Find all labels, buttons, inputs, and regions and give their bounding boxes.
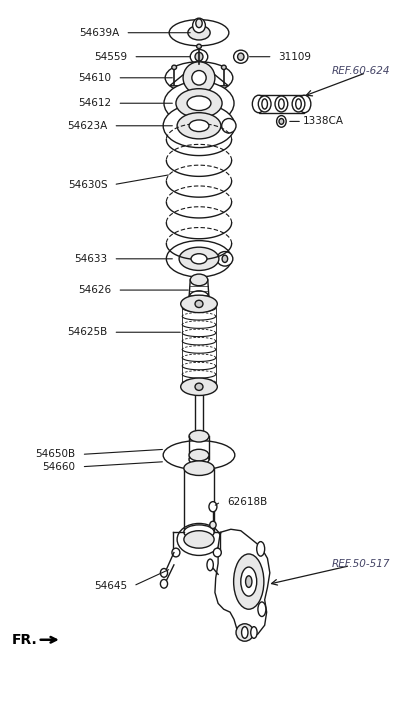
Ellipse shape — [184, 525, 214, 539]
Ellipse shape — [252, 95, 265, 113]
Ellipse shape — [222, 119, 236, 133]
Ellipse shape — [184, 531, 214, 548]
Text: 54645: 54645 — [94, 581, 127, 591]
Polygon shape — [259, 95, 304, 113]
Ellipse shape — [189, 454, 209, 465]
Text: 1338CA: 1338CA — [303, 116, 344, 126]
Ellipse shape — [213, 548, 221, 557]
Ellipse shape — [217, 252, 233, 266]
Circle shape — [234, 554, 264, 609]
Circle shape — [241, 567, 257, 596]
Text: 54625B: 54625B — [67, 327, 107, 337]
Circle shape — [257, 542, 265, 556]
Ellipse shape — [164, 81, 234, 125]
Ellipse shape — [184, 461, 214, 475]
Polygon shape — [195, 391, 203, 436]
Ellipse shape — [163, 441, 235, 470]
Ellipse shape — [189, 291, 209, 304]
Circle shape — [258, 602, 266, 616]
Ellipse shape — [277, 116, 286, 127]
Text: 54610: 54610 — [78, 73, 111, 83]
Ellipse shape — [189, 449, 209, 461]
Text: 54559: 54559 — [94, 52, 127, 62]
Ellipse shape — [177, 523, 221, 555]
Ellipse shape — [187, 96, 211, 111]
Ellipse shape — [234, 50, 248, 63]
Ellipse shape — [292, 96, 305, 112]
Circle shape — [207, 559, 213, 571]
Ellipse shape — [188, 25, 210, 40]
Text: REF.60-624: REF.60-624 — [332, 65, 390, 76]
Ellipse shape — [193, 18, 205, 33]
Ellipse shape — [166, 241, 232, 277]
Ellipse shape — [176, 89, 222, 118]
Circle shape — [246, 576, 252, 587]
Ellipse shape — [196, 19, 202, 28]
Ellipse shape — [279, 119, 284, 124]
Text: 62618B: 62618B — [227, 497, 267, 507]
Ellipse shape — [190, 274, 208, 286]
Polygon shape — [189, 436, 209, 459]
Text: 31109: 31109 — [279, 52, 312, 62]
Circle shape — [242, 627, 248, 638]
Text: 54626: 54626 — [78, 285, 111, 295]
Text: 54623A: 54623A — [67, 121, 107, 131]
Ellipse shape — [190, 49, 208, 64]
Polygon shape — [184, 468, 214, 532]
Text: 54630S: 54630S — [68, 180, 107, 190]
Ellipse shape — [160, 579, 168, 588]
Text: 54639A: 54639A — [79, 28, 119, 38]
Ellipse shape — [183, 62, 215, 94]
Ellipse shape — [163, 104, 235, 148]
Ellipse shape — [275, 96, 288, 112]
Ellipse shape — [169, 20, 229, 46]
Ellipse shape — [222, 255, 228, 262]
Text: 54660: 54660 — [43, 462, 76, 472]
Polygon shape — [215, 529, 270, 638]
Ellipse shape — [172, 65, 177, 70]
Ellipse shape — [298, 95, 311, 113]
Ellipse shape — [210, 521, 216, 529]
Ellipse shape — [192, 71, 206, 85]
Ellipse shape — [189, 430, 209, 442]
Ellipse shape — [181, 295, 217, 313]
Ellipse shape — [197, 44, 201, 49]
Ellipse shape — [191, 254, 207, 264]
Polygon shape — [170, 62, 228, 86]
Ellipse shape — [209, 502, 217, 512]
Ellipse shape — [195, 383, 203, 390]
Ellipse shape — [258, 96, 271, 112]
Ellipse shape — [177, 113, 221, 139]
Ellipse shape — [221, 65, 226, 70]
Ellipse shape — [179, 247, 219, 270]
Ellipse shape — [195, 52, 203, 61]
Ellipse shape — [172, 548, 180, 557]
Circle shape — [251, 627, 257, 638]
Ellipse shape — [160, 569, 168, 577]
Ellipse shape — [189, 120, 209, 132]
Text: 54633: 54633 — [74, 254, 107, 264]
Ellipse shape — [238, 53, 244, 60]
Ellipse shape — [181, 378, 217, 395]
Text: REF.50-517: REF.50-517 — [332, 559, 390, 569]
Ellipse shape — [195, 300, 203, 308]
Text: 54650B: 54650B — [35, 449, 76, 459]
Text: 54612: 54612 — [78, 98, 111, 108]
Ellipse shape — [236, 624, 254, 641]
Polygon shape — [180, 304, 218, 387]
Polygon shape — [166, 140, 232, 244]
Text: FR.: FR. — [12, 632, 38, 647]
